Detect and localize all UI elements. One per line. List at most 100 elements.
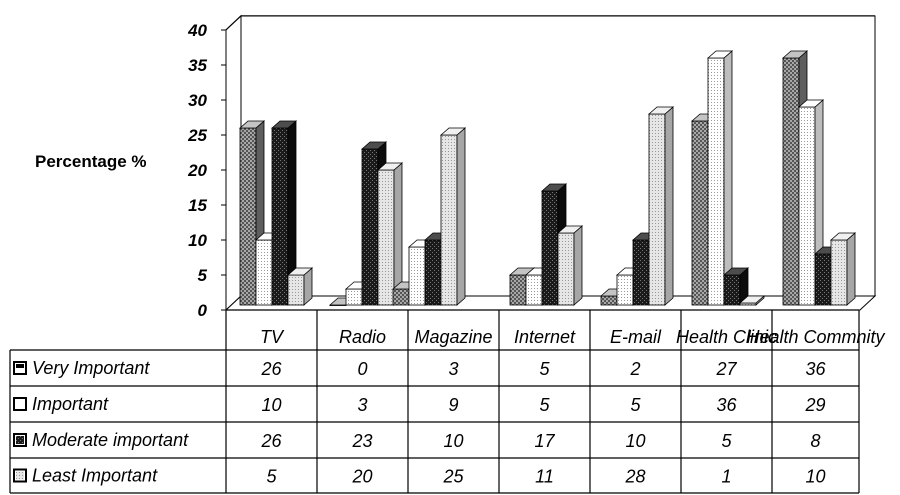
- bar: [376, 162, 404, 306]
- y-tick-label: 5: [198, 266, 208, 285]
- category-label: E-mail: [610, 327, 662, 347]
- bar-front: [648, 113, 666, 306]
- data-table: TV Radio Magazine Internet E-mail Health Clin…: [9, 309, 886, 494]
- bar-top: [540, 183, 568, 192]
- bar-top: [781, 50, 809, 59]
- y-tick-label: 10: [188, 231, 207, 250]
- bar: [797, 99, 825, 306]
- table-cell: 20: [351, 467, 372, 487]
- table-cell: 0: [357, 359, 367, 379]
- bar-front: [271, 127, 289, 306]
- bar-top: [270, 120, 298, 129]
- bar-front: [691, 120, 709, 306]
- series-label: Least Important: [32, 466, 158, 486]
- bar: [647, 106, 675, 306]
- table-cell: 26: [260, 359, 282, 379]
- bar-front: [525, 274, 543, 306]
- bar-front: [255, 239, 273, 306]
- bar-top: [286, 267, 314, 276]
- bar-top: [360, 141, 388, 150]
- y-tick-label: 25: [187, 126, 207, 145]
- bar-top: [647, 106, 675, 115]
- y-tick-label: 20: [187, 161, 207, 180]
- bar: [556, 225, 584, 306]
- bar-front: [707, 57, 725, 306]
- category-label: TV: [260, 327, 285, 347]
- side-wall: [225, 14, 242, 312]
- table-cell: 10: [443, 431, 463, 451]
- bar-top: [738, 295, 766, 304]
- bar-front: [345, 288, 363, 306]
- bar-top: [829, 232, 857, 241]
- y-tick-label: 30: [188, 91, 207, 110]
- table-cell: 1: [721, 467, 731, 487]
- bar-top: [556, 225, 584, 234]
- bar: [738, 295, 766, 306]
- bar-front: [798, 106, 816, 306]
- bar-front: [424, 239, 442, 306]
- category-label: Internet: [514, 327, 576, 347]
- bar-top: [706, 50, 734, 59]
- bar-side: [573, 225, 583, 306]
- series-label: Very Important: [32, 358, 150, 378]
- bar-front: [557, 232, 575, 306]
- bar: [722, 267, 750, 306]
- table-cell: 10: [625, 431, 645, 451]
- category-label: Health Commnity: [746, 327, 885, 347]
- bar-front: [600, 295, 618, 306]
- bar-front: [830, 239, 848, 306]
- bar-front: [616, 274, 634, 306]
- bar: [706, 50, 734, 306]
- table-cell: 36: [716, 395, 737, 415]
- y-axis-label: Percentage %: [35, 152, 147, 171]
- bar-front: [541, 190, 559, 306]
- table-cell: 5: [266, 467, 277, 487]
- bar: [439, 127, 467, 306]
- bar-front: [632, 239, 650, 306]
- legend-key-fill: [16, 436, 24, 444]
- bar-top: [238, 120, 266, 129]
- category-label: Health Clinic: [676, 327, 777, 347]
- table-cell: 3: [357, 395, 367, 415]
- series-label: Important: [32, 394, 109, 414]
- bar-front: [408, 246, 426, 306]
- bar-front: [723, 274, 741, 306]
- table-cell: 28: [624, 467, 645, 487]
- table-cell: 9: [448, 395, 458, 415]
- bar-front: [782, 57, 800, 306]
- bar-side: [846, 232, 856, 306]
- table-cell: 27: [715, 359, 737, 379]
- category-label: Magazine: [414, 327, 492, 347]
- bar-top: [722, 267, 750, 276]
- table-cell: 5: [539, 359, 550, 379]
- table-cell: 5: [630, 395, 641, 415]
- bars: [238, 50, 857, 306]
- table-cell: 10: [805, 467, 825, 487]
- bar-top: [439, 127, 467, 136]
- table-cell: 3: [448, 359, 458, 379]
- table-cell: 5: [539, 395, 550, 415]
- bar-front: [814, 253, 832, 306]
- series-label: Moderate important: [32, 430, 189, 450]
- y-tick-label: 35: [188, 56, 207, 75]
- y-tick-label: 40: [187, 21, 207, 40]
- bar-top: [376, 162, 404, 171]
- legend-key-fill: [16, 364, 24, 368]
- bar-front: [377, 169, 395, 306]
- bar: [286, 267, 314, 306]
- legend-key: [13, 397, 27, 411]
- bar-front: [392, 288, 410, 306]
- bar-side: [723, 50, 733, 306]
- category-label: Radio: [339, 327, 386, 347]
- bar-front: [361, 148, 379, 306]
- table-cell: 17: [534, 431, 555, 451]
- bar-top: [797, 99, 825, 108]
- table-cell: 25: [442, 467, 464, 487]
- bar-side: [664, 106, 674, 306]
- table-cell: 5: [721, 431, 732, 451]
- bar-front: [440, 134, 458, 306]
- table-cell: 29: [804, 395, 825, 415]
- table-cell: 11: [535, 467, 554, 487]
- bar-front: [287, 274, 305, 306]
- table-cell: 36: [805, 359, 826, 379]
